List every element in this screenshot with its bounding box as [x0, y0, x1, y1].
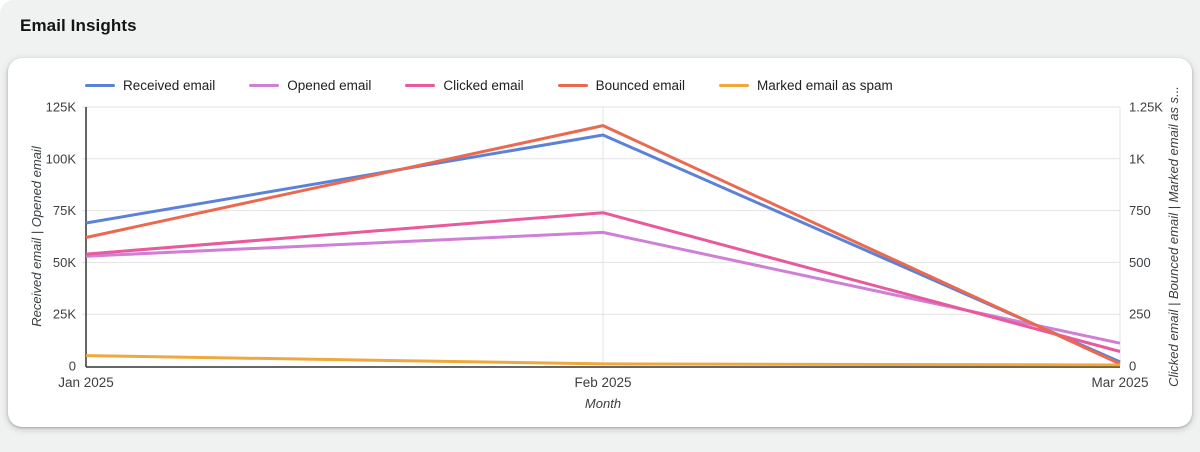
series-line-received-email[interactable]: [85, 133, 1121, 364]
legend-label: Bounced email: [595, 78, 685, 93]
legend-label: Marked email as spam: [756, 78, 893, 93]
legend-item-marked-email-as-spam[interactable]: Marked email as spam: [718, 78, 893, 93]
legend-line-swatch: [249, 84, 280, 87]
right-axis-tick-label: 1K: [1129, 151, 1145, 166]
legend-line-swatch: [85, 84, 115, 87]
legend-line-swatch: [405, 84, 436, 87]
left-axis-title: Received email | Opened email: [29, 145, 44, 327]
left-axis-tick-label: 125K: [46, 100, 77, 115]
x-axis-tick-label: Jan 2025: [58, 375, 114, 390]
right-axis-tick-label: 500: [1129, 255, 1151, 270]
series-line-clicked-email[interactable]: [85, 211, 1121, 353]
legend-label: Clicked email: [443, 78, 524, 93]
legend-line-swatch: [718, 84, 749, 87]
legend-item-clicked-email[interactable]: Clicked email: [405, 78, 524, 93]
right-axis-tick-label: 1.25K: [1129, 100, 1163, 115]
legend-item-bounced-email[interactable]: Bounced email: [557, 78, 685, 93]
series-line-marked-email-as-spam[interactable]: [85, 354, 1121, 367]
left-axis-tick-label: 50K: [53, 255, 76, 270]
right-axis-tick-label: 0: [1129, 359, 1136, 374]
x-axis-tick-label: Mar 2025: [1091, 375, 1148, 390]
email-insights-card: Received email Opened email Clicked email B…: [8, 58, 1192, 427]
legend-item-opened-email[interactable]: Opened email: [249, 78, 371, 93]
chart-legend: Received email Opened email Clicked email B…: [85, 78, 893, 93]
right-axis-title: Clicked email | Bounced email | Marked e…: [1166, 86, 1181, 387]
legend-label: Received email: [123, 78, 216, 93]
x-axis-tick-label: Feb 2025: [574, 375, 631, 390]
series-line-bounced-email[interactable]: [85, 124, 1121, 366]
legend-line-swatch: [557, 84, 588, 87]
left-axis-tick-label: 0: [69, 359, 76, 374]
legend-label: Opened email: [287, 78, 372, 93]
legend-item-received-email[interactable]: Received email: [85, 78, 215, 93]
left-axis-tick-label: 25K: [53, 307, 76, 322]
page-title: Email Insights: [20, 16, 137, 35]
x-axis-title: Month: [585, 396, 621, 411]
right-axis-tick-label: 750: [1129, 203, 1151, 218]
left-axis-tick-label: 75K: [53, 203, 76, 218]
left-axis-tick-label: 100K: [46, 151, 77, 166]
right-axis-tick-label: 250: [1129, 307, 1151, 322]
